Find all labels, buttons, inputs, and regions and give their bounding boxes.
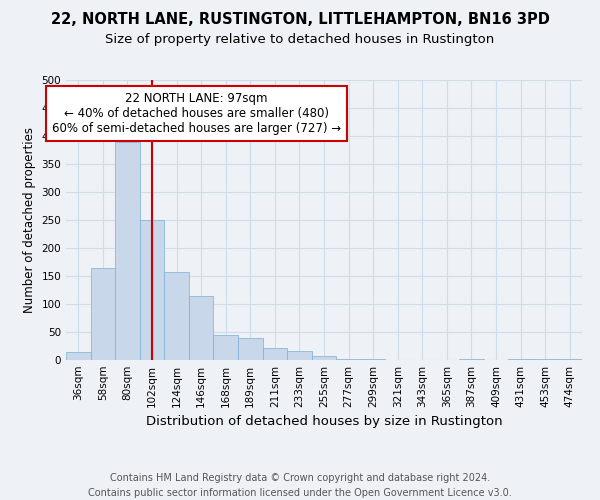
Bar: [214, 336, 238, 360]
Bar: [140, 220, 164, 360]
Bar: [164, 272, 189, 360]
Bar: [66, 352, 91, 360]
Text: 22, NORTH LANE, RUSTINGTON, LITTLEHAMPTON, BN16 3PD: 22, NORTH LANE, RUSTINGTON, LITTLEHAMPTO…: [50, 12, 550, 28]
Text: 22 NORTH LANE: 97sqm
← 40% of detached houses are smaller (480)
60% of semi-deta: 22 NORTH LANE: 97sqm ← 40% of detached h…: [52, 92, 341, 136]
Y-axis label: Number of detached properties: Number of detached properties: [23, 127, 36, 313]
Bar: [361, 359, 385, 360]
Bar: [312, 356, 336, 360]
Bar: [508, 359, 533, 360]
Bar: [287, 351, 312, 360]
Bar: [91, 268, 115, 360]
Bar: [189, 296, 214, 360]
X-axis label: Distribution of detached houses by size in Rustington: Distribution of detached houses by size …: [146, 416, 502, 428]
Bar: [115, 142, 140, 360]
Bar: [263, 348, 287, 360]
Bar: [238, 338, 263, 360]
Text: Contains HM Land Registry data © Crown copyright and database right 2024.
Contai: Contains HM Land Registry data © Crown c…: [88, 472, 512, 498]
Text: Size of property relative to detached houses in Rustington: Size of property relative to detached ho…: [106, 32, 494, 46]
